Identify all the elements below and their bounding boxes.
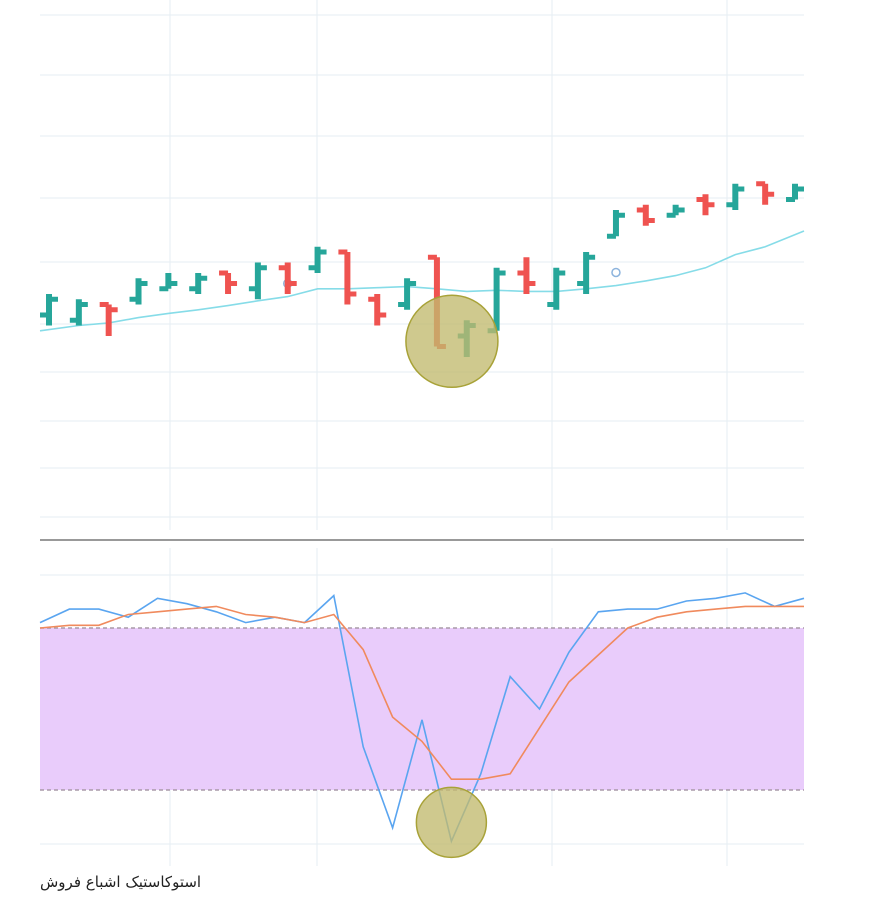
moving-average-line	[39, 230, 805, 332]
ohlc-bar	[786, 183, 804, 202]
caption: استوکاستیک اشباع فروش	[40, 873, 202, 891]
oversold-band	[40, 627, 804, 791]
ohlc-bar	[338, 249, 357, 305]
highlight-circle-price	[405, 294, 499, 388]
stochastic-k-line	[39, 592, 805, 844]
highlight-circle-stochastic	[415, 786, 488, 859]
ohlc-bar	[577, 252, 596, 294]
stochastic-d-line	[39, 605, 804, 781]
ohlc-bar	[726, 183, 745, 210]
ohlc-bar	[517, 257, 536, 294]
ohlc-bar	[606, 210, 625, 239]
ohlc-bar	[99, 302, 118, 336]
ohlc-bar	[278, 262, 297, 294]
ohlc-bar	[398, 278, 417, 310]
ohlc-bar	[69, 299, 88, 326]
ohlc-bar	[696, 194, 715, 216]
ohlc-bar	[219, 270, 238, 294]
signal-marker	[611, 267, 621, 278]
ohlc-bar	[636, 204, 655, 226]
ohlc-bar	[308, 246, 327, 273]
ohlc-bar	[189, 273, 208, 294]
ohlc-bar	[756, 181, 775, 205]
ohlc-bar	[547, 267, 566, 310]
oversold-band-fill	[40, 628, 804, 790]
stochastic-lines	[39, 592, 805, 844]
ohlc-bar	[40, 294, 58, 326]
ohlc-bar	[368, 294, 387, 326]
ohlc-bar	[248, 262, 267, 300]
ohlc-bar	[666, 204, 685, 218]
ohlc-bar	[129, 278, 148, 305]
ohlc-bar	[159, 273, 178, 292]
highlights	[405, 294, 499, 859]
